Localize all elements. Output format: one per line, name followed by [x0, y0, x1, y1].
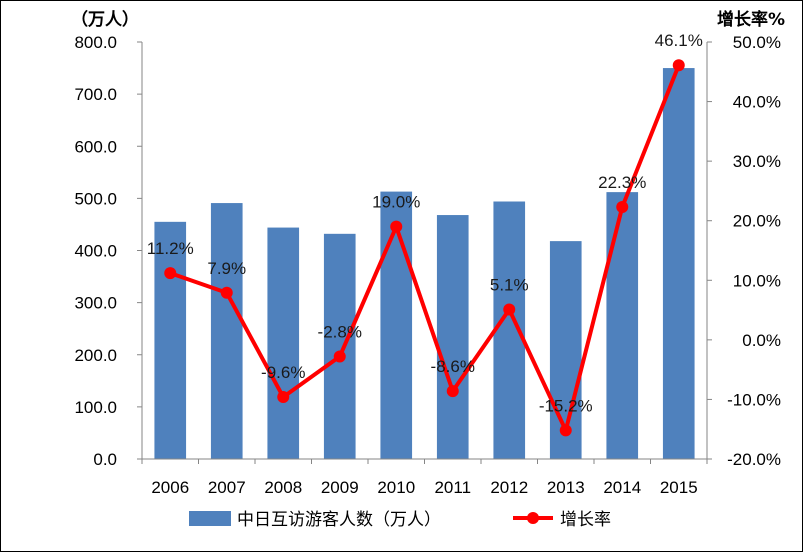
right-axis-tick-label: 20.0% — [733, 212, 781, 231]
bar — [662, 68, 695, 459]
growth-rate-point — [616, 201, 629, 214]
growth-rate-data-label: 11.2% — [147, 239, 194, 258]
bar — [210, 203, 243, 459]
x-axis-tick-label: 2011 — [434, 478, 471, 497]
growth-rate-point — [164, 267, 177, 280]
growth-rate-point — [503, 303, 516, 316]
left-axis-unit-label: （万人） — [71, 9, 139, 30]
right-axis-tick-label: -20.0% — [727, 450, 781, 469]
growth-rate-data-label: 22.3% — [598, 173, 646, 192]
x-axis-tick-label: 2013 — [547, 478, 585, 497]
bar — [606, 192, 639, 459]
legend-swatch-bar — [189, 511, 231, 526]
growth-rate-line — [169, 64, 681, 433]
growth-rate-data-label: -15.2% — [539, 396, 593, 415]
growth-rate-data-label: -8.6% — [431, 357, 475, 376]
growth-rate-point — [277, 391, 290, 404]
right-axis-tick-label: 40.0% — [733, 93, 781, 112]
legend-marker-dot — [527, 512, 539, 524]
bar — [323, 233, 356, 459]
growth-rate-point — [446, 385, 459, 398]
left-axis-tick-label: 700.0 — [74, 85, 117, 104]
left-axis-tick-label: 600.0 — [74, 137, 117, 156]
growth-rate-point — [220, 286, 233, 299]
growth-rate-point — [390, 220, 403, 233]
left-axis-tick-label: 800.0 — [74, 33, 117, 52]
legend-label-bar: 中日互访游客人数（万人） — [237, 510, 441, 530]
bar — [380, 191, 413, 459]
right-axis-unit-label: 增长率% — [717, 9, 785, 30]
bar — [154, 221, 187, 459]
left-axis-tick-label: 200.0 — [74, 346, 117, 365]
legend-label-line: 增长率 — [560, 510, 611, 530]
right-axis-tick-label: 30.0% — [733, 152, 781, 171]
growth-rate-point — [672, 59, 685, 72]
x-axis-tick-label: 2007 — [208, 478, 246, 497]
right-axis-tick-label: 50.0% — [733, 33, 781, 52]
growth-rate-data-label: 7.9% — [207, 259, 246, 278]
growth-rate-data-label: 46.1% — [655, 31, 703, 50]
x-axis-tick-label: 2006 — [151, 478, 189, 497]
x-axis-tick-label: 2010 — [377, 478, 415, 497]
x-axis: 2006 2007 2008 2009 2010 2011 2012 2013 2014 2015 — [141, 458, 708, 497]
growth-rate-data-label: 5.1% — [490, 275, 529, 294]
right-axis-tick-label: 0.0% — [742, 331, 781, 350]
growth-rate-data-label: 19.0% — [372, 193, 420, 212]
left-axis-tick-label: 0.0 — [93, 450, 117, 469]
growth-rate-data-label: -9.6% — [261, 363, 305, 382]
legend: 中日互访游客人数（万人） 增长率 — [189, 510, 611, 530]
left-axis-tick-label: 300.0 — [74, 294, 117, 313]
left-axis: 800.0 700.0 600.0 500.0 400.0 300.0 200.0 100.0… — [74, 33, 143, 469]
growth-rate-point — [333, 350, 346, 363]
x-axis-tick-label: 2008 — [264, 478, 302, 497]
x-axis-tick-label: 2009 — [321, 478, 359, 497]
bar-series — [154, 68, 695, 459]
left-axis-tick-label: 500.0 — [74, 189, 117, 208]
line-series — [164, 59, 685, 437]
right-axis: 50.0% 40.0% 30.0% 20.0% 10.0% 0.0% -10.0% -20.0… — [706, 33, 781, 469]
left-axis-tick-label: 100.0 — [74, 398, 117, 417]
growth-rate-data-label: -2.8% — [318, 323, 362, 342]
x-axis-tick-label: 2012 — [490, 478, 528, 497]
x-axis-tick-label: 2015 — [660, 478, 698, 497]
bar — [436, 215, 469, 459]
data-labels: 11.2% 7.9% -9.6% -2.8% 19.0% -8.6% 5.1% -15.2% 2… — [147, 31, 703, 415]
left-axis-tick-label: 400.0 — [74, 242, 117, 261]
right-axis-tick-label: 10.0% — [733, 271, 781, 290]
x-axis-tick-label: 2014 — [603, 478, 641, 497]
right-axis-tick-label: -10.0% — [727, 390, 781, 409]
growth-rate-point — [559, 424, 572, 437]
bar — [267, 227, 300, 459]
